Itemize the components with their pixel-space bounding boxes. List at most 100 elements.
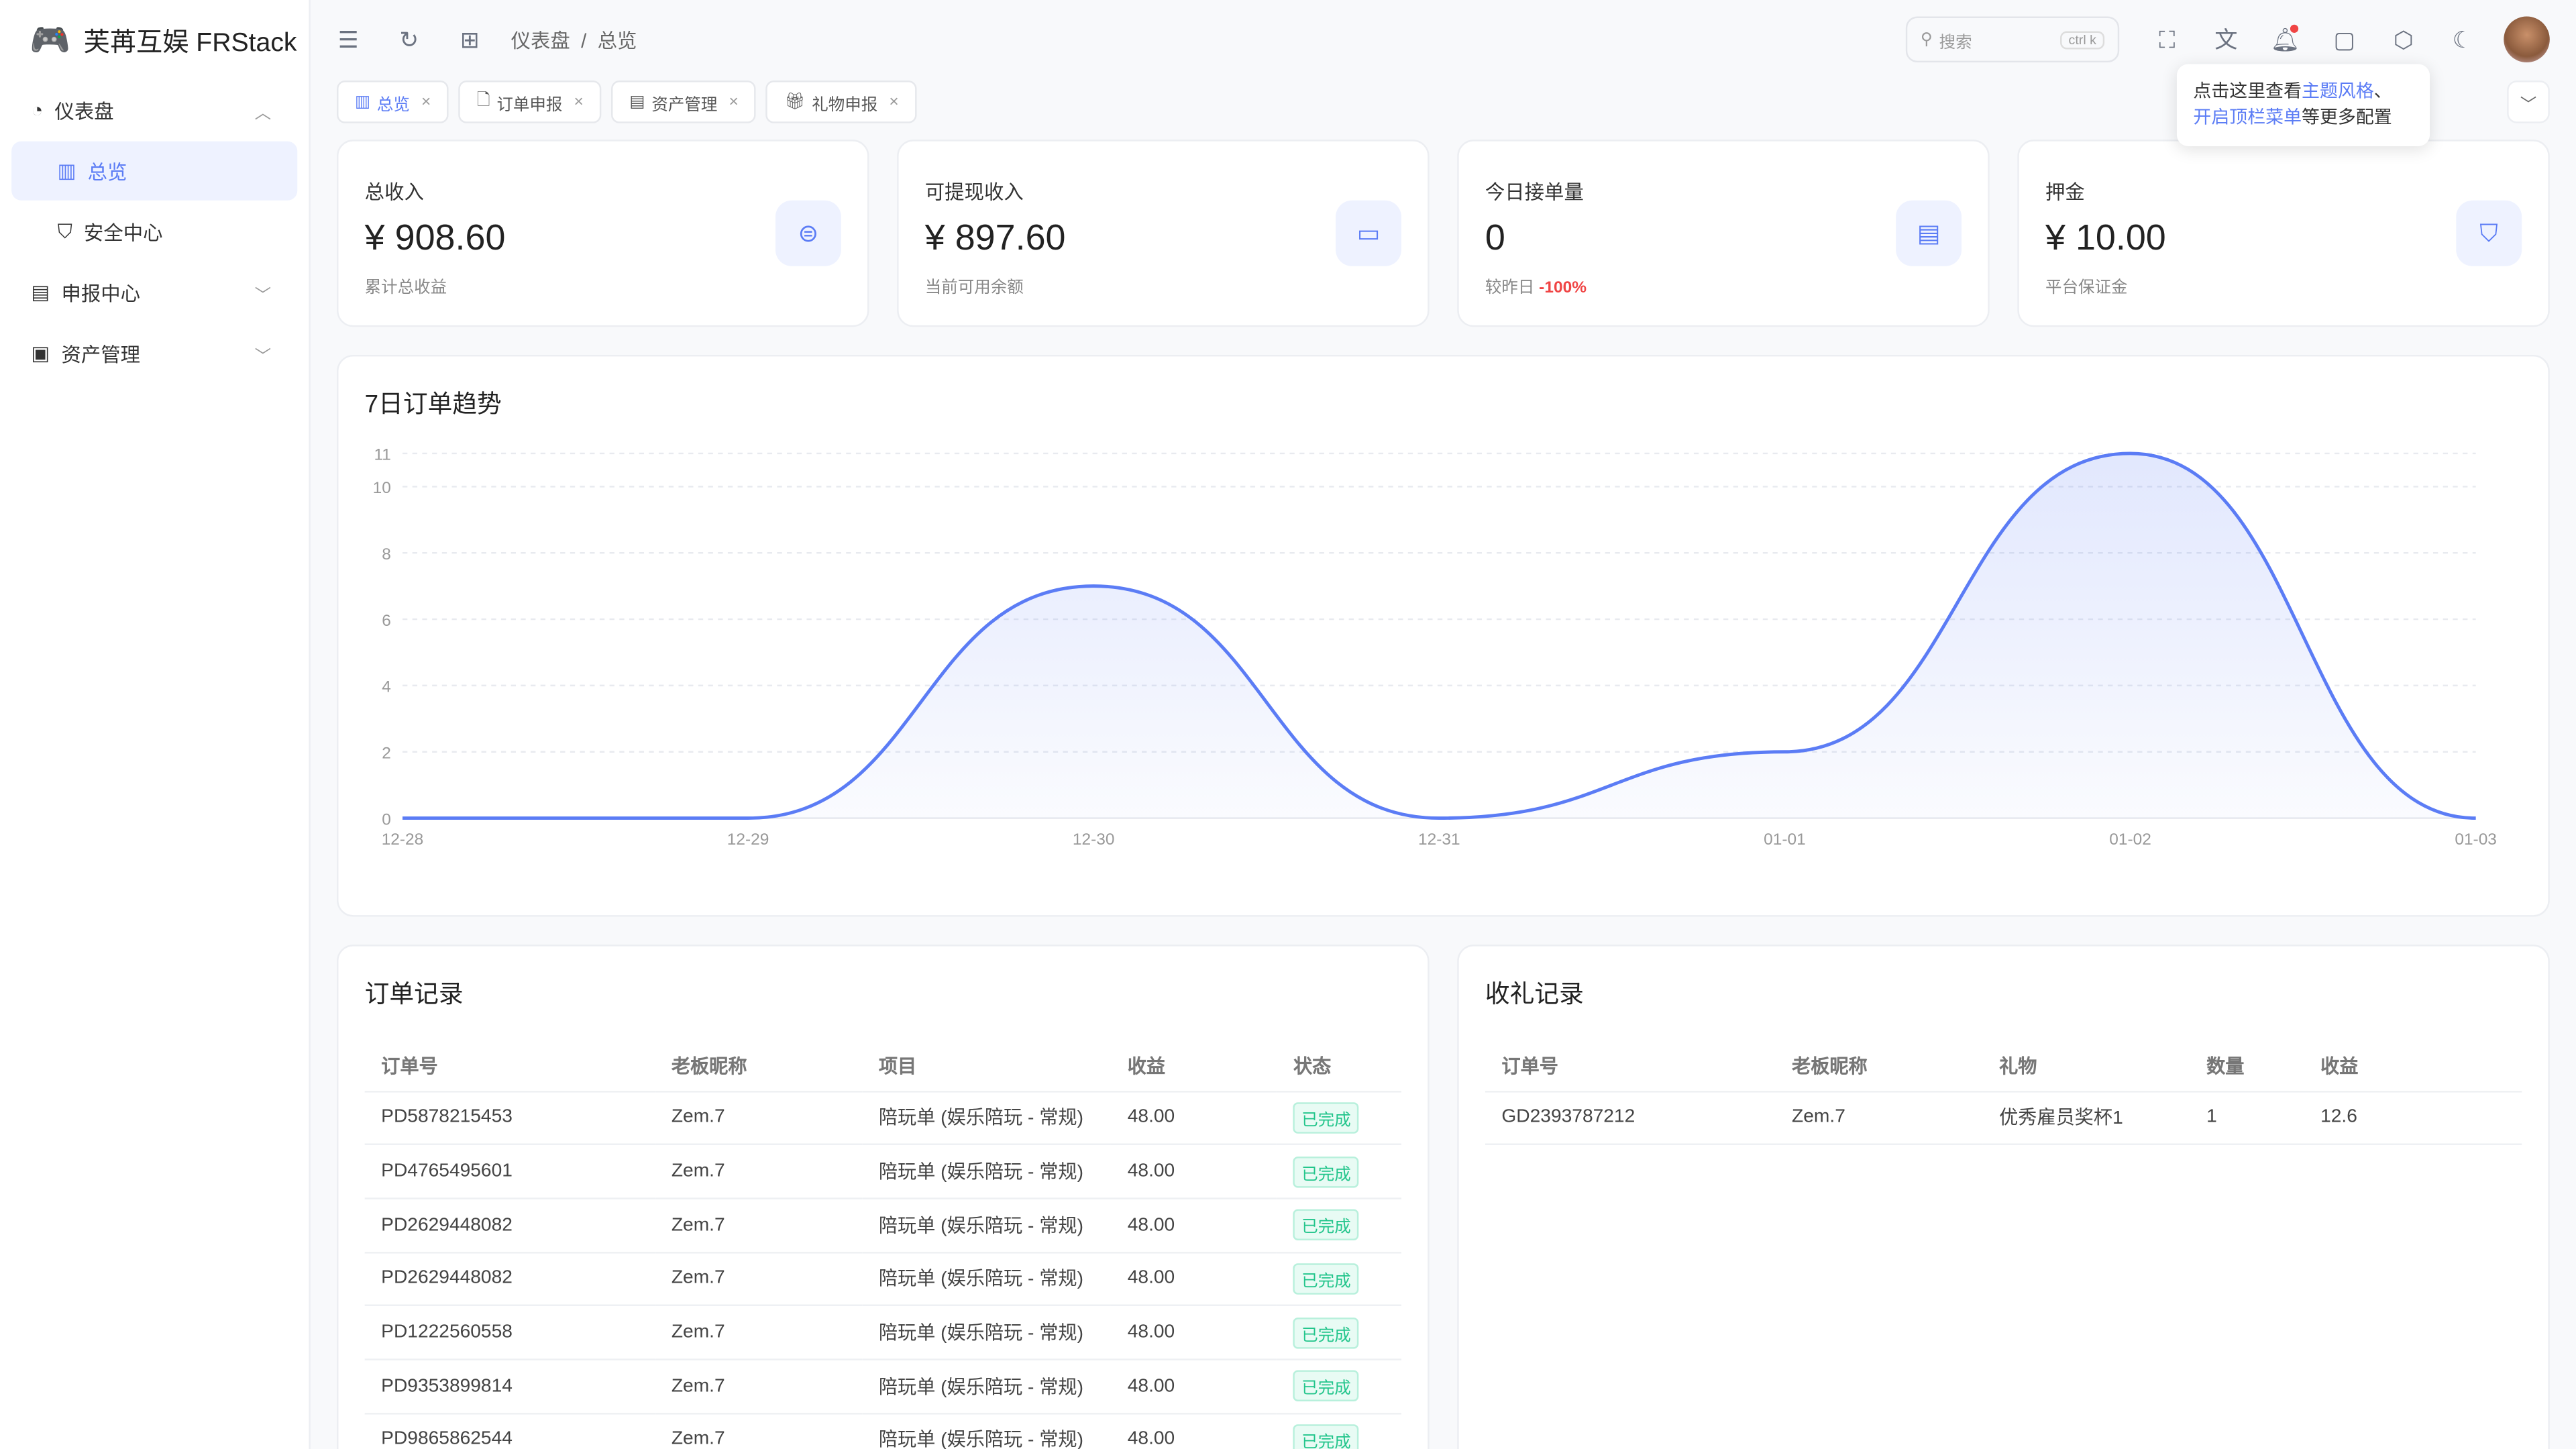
- refresh-icon[interactable]: ↻: [399, 25, 419, 52]
- table-row[interactable]: PD9865862544 Zem.7 陪玩单 (娱乐陪玩 - 常规) 48.00 已完成: [364, 1413, 1401, 1449]
- tooltip-text: 点击这里查看: [2193, 82, 2302, 102]
- cell-text: PD2629448082: [381, 1269, 513, 1289]
- toolbar-icons: ⛶ 文 🔔︎ ▢ ⬡ ☾: [2149, 16, 2550, 63]
- stat-sub-text: 较昨日: [1485, 279, 1535, 298]
- cell-text: 48.00: [1127, 1322, 1175, 1343]
- chart-title: 7日订单趋势: [364, 390, 502, 419]
- table-cell: 已完成: [1277, 1305, 1401, 1360]
- chevron-down-icon: ﹀: [2520, 96, 2537, 115]
- cell-text: Zem.7: [671, 1322, 725, 1343]
- close-icon[interactable]: ×: [421, 93, 431, 111]
- tab-order-declare[interactable]: 🗋 订单申报 ×: [458, 80, 602, 123]
- status-badge: 已完成: [1293, 1424, 1359, 1449]
- tooltip-link-topmenu[interactable]: 开启顶栏菜单: [2193, 108, 2302, 129]
- breadcrumb-item: 总览: [597, 28, 637, 52]
- table-row[interactable]: PD5878215453 Zem.7 陪玩单 (娱乐陪玩 - 常规) 48.00 已完成: [364, 1091, 1401, 1146]
- close-icon[interactable]: ×: [729, 93, 739, 111]
- y-tick-label: 6: [382, 612, 391, 630]
- gifts-table: 订单号 老板昵称 礼物 数量 收益 GD2393787212 Zem.7 优秀雇员奖杯1 1 12…: [1485, 1041, 2522, 1146]
- settings-tooltip: 点击这里查看主题风格、 开启顶栏菜单等更多配置: [2176, 64, 2430, 146]
- stat-card-today-orders: 今日接单量 0 较昨日 -100% ▤: [1457, 140, 1990, 327]
- tab-assets[interactable]: ▤ 资产管理 ×: [611, 80, 757, 123]
- chat-icon[interactable]: ▢: [2333, 25, 2355, 52]
- x-tick-label: 01-02: [2109, 830, 2151, 849]
- tabs-dropdown-button[interactable]: ﹀: [2507, 80, 2550, 123]
- logo[interactable]: 🎮 芙苒互娱 FRStack: [0, 0, 309, 79]
- menu-toggle-icon[interactable]: ☰: [337, 25, 359, 52]
- sidebar-item-label: 资产管理: [61, 342, 141, 366]
- cell-text: Zem.7: [671, 1161, 725, 1181]
- column-header: 收益: [1111, 1041, 1277, 1092]
- sidebar-item-overview[interactable]: ▥ 总览: [11, 141, 298, 201]
- table-row[interactable]: PD1222560558 Zem.7 陪玩单 (娱乐陪玩 - 常规) 48.00 已完成: [364, 1305, 1401, 1360]
- cell-text: PD1222560558: [381, 1322, 513, 1343]
- cell-text: GD2393787212: [1501, 1108, 1635, 1128]
- search-input[interactable]: ⚲ 搜索 ctrl k: [1905, 16, 2120, 63]
- stat-card-withdrawable: 可提现收入 ¥ 897.60 当前可用余额 ▭: [897, 140, 1430, 327]
- table-cell: 陪玩单 (娱乐陪玩 - 常规): [862, 1305, 1112, 1360]
- table-cell: 48.00: [1111, 1252, 1277, 1307]
- table-row[interactable]: PD9353899814 Zem.7 陪玩单 (娱乐陪玩 - 常规) 48.00 已完成: [364, 1359, 1401, 1414]
- cell-text: 陪玩单 (娱乐陪玩 - 常规): [878, 1378, 1083, 1398]
- cell-text: 12.6: [2320, 1108, 2357, 1128]
- sidebar-item-security[interactable]: ⛉ 安全中心: [11, 202, 297, 261]
- fullscreen-icon[interactable]: ⛶: [2159, 25, 2176, 52]
- tab-label: 礼物申报: [812, 96, 878, 115]
- tab-overview[interactable]: ▥ 总览 ×: [337, 80, 449, 123]
- moon-icon[interactable]: ☾: [2452, 25, 2473, 52]
- bell-icon[interactable]: 🔔︎: [2270, 24, 2300, 52]
- tab-gift-declare[interactable]: 🎁︎ 礼物申报 ×: [766, 80, 917, 123]
- avatar[interactable]: [2504, 16, 2550, 63]
- grid-icon[interactable]: ⊞: [460, 25, 480, 52]
- sidebar-item-label: 安全中心: [83, 221, 163, 244]
- table-cell: PD5878215453: [364, 1091, 655, 1146]
- table-cell: 优秀雇员奖杯1: [1982, 1091, 2190, 1146]
- sidebar-item-label: 仪表盘: [54, 99, 114, 123]
- chevron-down-icon: ﹀: [254, 286, 272, 305]
- gifts-title: 收礼记录: [1485, 981, 1584, 1009]
- stat-value: 0: [1485, 217, 1505, 258]
- gamepad-logo-icon: 🎮: [30, 22, 71, 58]
- bar-chart-icon: ▥: [57, 159, 76, 182]
- chevron-up-icon: ︿: [254, 104, 272, 123]
- cell-text: 陪玩单 (娱乐陪玩 - 常规): [878, 1163, 1083, 1183]
- table-cell: GD2393787212: [1485, 1091, 1776, 1146]
- settings-icon[interactable]: ⬡: [2393, 25, 2414, 52]
- stat-card-deposit: 押金 ¥ 10.00 平台保证金 ⛉: [2017, 140, 2550, 327]
- receipt-icon: ▤: [1896, 200, 1962, 266]
- table-row[interactable]: GD2393787212 Zem.7 优秀雇员奖杯1 1 12.6: [1485, 1091, 2522, 1146]
- breadcrumb-item[interactable]: 仪表盘: [511, 28, 570, 52]
- table-row[interactable]: PD2629448082 Zem.7 陪玩单 (娱乐陪玩 - 常规) 48.00 已完成: [364, 1198, 1401, 1253]
- column-header: 项目: [862, 1041, 1112, 1092]
- cell-text: 优秀雇员奖杯1: [1999, 1109, 2123, 1130]
- tab-bar: ▥ 总览 × 🗋 订单申报 × ▤ 资产管理 × 🎁︎ 礼物申报 ×: [337, 80, 917, 123]
- table-row[interactable]: PD4765495601 Zem.7 陪玩单 (娱乐陪玩 - 常规) 48.00 已完成: [364, 1144, 1401, 1199]
- cell-text: Zem.7: [1792, 1108, 1845, 1128]
- close-icon[interactable]: ×: [889, 93, 899, 111]
- table-cell: 陪玩单 (娱乐陪玩 - 常规): [862, 1144, 1112, 1199]
- cell-text: 48.00: [1127, 1269, 1175, 1289]
- stat-label: 总收入: [364, 180, 424, 204]
- sidebar-item-label: 申报中心: [61, 282, 141, 305]
- sidebar-item-assets[interactable]: ▣ 资产管理 ﹀: [11, 323, 297, 382]
- gift-icon: 🎁︎: [784, 93, 806, 111]
- stat-sub: 当前可用余额: [924, 279, 1024, 298]
- column-header: 礼物: [1982, 1041, 2190, 1092]
- tooltip-link-theme[interactable]: 主题风格: [2302, 82, 2374, 102]
- sidebar-item-declare[interactable]: ▤ 申报中心 ﹀: [11, 263, 297, 322]
- column-header: 老板昵称: [1775, 1041, 1983, 1092]
- table-cell: 1: [2190, 1091, 2304, 1146]
- column-header: 数量: [2190, 1041, 2304, 1092]
- status-badge: 已完成: [1293, 1209, 1359, 1241]
- stat-label: 押金: [2045, 180, 2085, 204]
- sidebar-item-dashboard[interactable]: ◔ 仪表盘 ︿: [11, 80, 297, 140]
- translate-icon[interactable]: 文: [2214, 26, 2238, 53]
- table-cell: 12.6: [2304, 1091, 2522, 1146]
- close-icon[interactable]: ×: [574, 93, 584, 111]
- yen-coin-icon: ⊜: [775, 200, 841, 266]
- cell-text: Zem.7: [671, 1430, 725, 1449]
- column-header: 老板昵称: [655, 1041, 863, 1092]
- topbar: ☰ ↻ ⊞ 仪表盘 / 总览 ⚲ 搜索 ctrl k ⛶ 文 🔔︎ ▢ ⬡ ☾: [311, 0, 2576, 79]
- table-row[interactable]: PD2629448082 Zem.7 陪玩单 (娱乐陪玩 - 常规) 48.00 已完成: [364, 1252, 1401, 1307]
- cell-text: 陪玩单 (娱乐陪玩 - 常规): [878, 1217, 1083, 1237]
